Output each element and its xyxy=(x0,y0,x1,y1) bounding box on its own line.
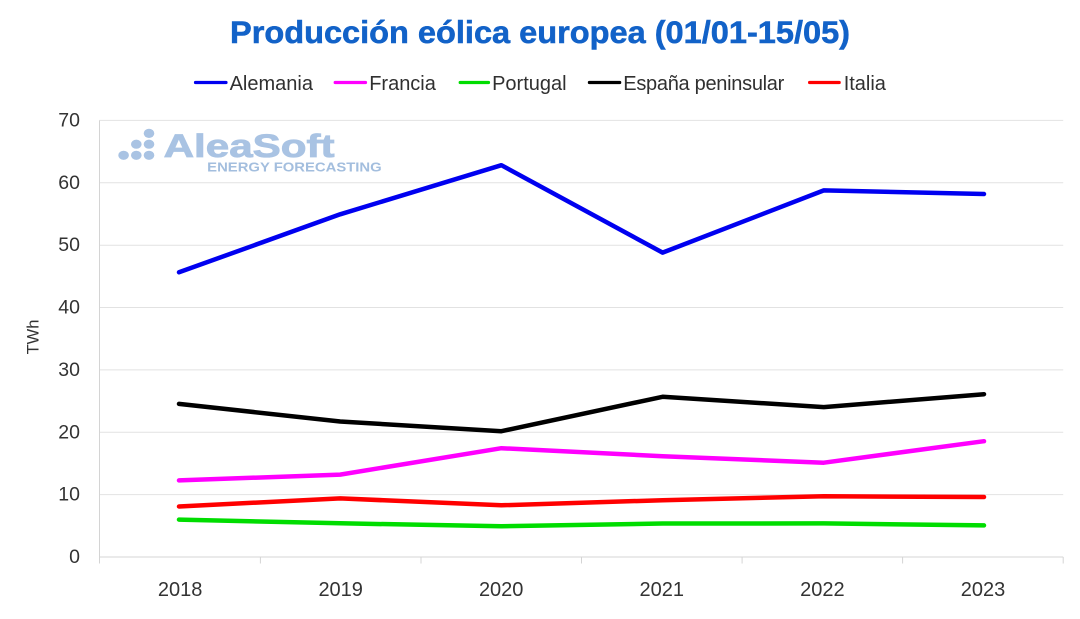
svg-text:Francia: Francia xyxy=(369,73,437,95)
svg-text:2019: 2019 xyxy=(318,579,363,601)
svg-text:Italia: Italia xyxy=(844,73,887,95)
svg-text:2021: 2021 xyxy=(640,579,685,601)
svg-text:50: 50 xyxy=(58,234,80,256)
svg-text:2018: 2018 xyxy=(158,579,203,601)
svg-text:2020: 2020 xyxy=(479,579,524,601)
svg-text:2023: 2023 xyxy=(961,579,1006,601)
svg-text:AleaSoft: AleaSoft xyxy=(164,128,335,164)
svg-text:30: 30 xyxy=(58,359,80,381)
svg-text:España peninsular: España peninsular xyxy=(623,73,784,95)
svg-text:0: 0 xyxy=(69,546,80,568)
svg-text:Alemania: Alemania xyxy=(230,73,314,95)
svg-text:TWh: TWh xyxy=(25,320,43,355)
svg-text:60: 60 xyxy=(58,172,80,194)
svg-text:ENERGY FORECASTING: ENERGY FORECASTING xyxy=(207,161,382,175)
svg-text:Portugal: Portugal xyxy=(492,73,566,95)
svg-text:2022: 2022 xyxy=(800,579,845,601)
svg-text:70: 70 xyxy=(58,109,80,131)
svg-text:Producción eólica europea (01/: Producción eólica europea (01/01-15/05) xyxy=(230,14,850,50)
svg-text:10: 10 xyxy=(58,484,80,506)
svg-text:40: 40 xyxy=(58,297,80,319)
svg-text:20: 20 xyxy=(58,421,80,443)
